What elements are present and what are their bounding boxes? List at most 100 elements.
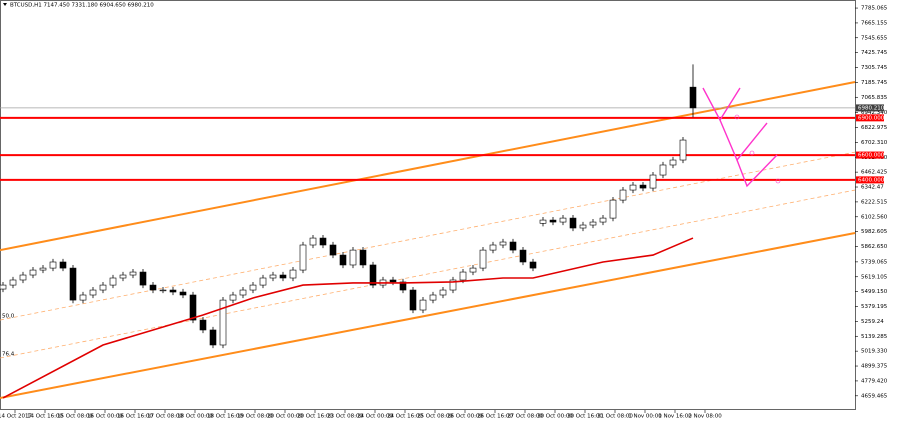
candle-body xyxy=(189,294,197,321)
candle-body xyxy=(349,249,357,266)
level-label: 6400.000 xyxy=(858,177,885,183)
candle-body xyxy=(429,294,437,301)
y-tick-label: 7665.155 xyxy=(861,20,888,26)
candle-body xyxy=(169,289,177,293)
x-tick-label: 25 Oct 08:00 xyxy=(417,414,453,420)
chart-header: BTCUSD,H1 7147.450 7331.180 6904.650 698… xyxy=(10,3,154,9)
candle-body xyxy=(579,224,587,229)
candle-body xyxy=(109,277,117,286)
candle-body xyxy=(549,219,557,223)
x-tick-label: 27 Oct 08:00 xyxy=(507,414,543,420)
candle-body xyxy=(249,284,257,291)
x-tick-label: 2 Nov 08:00 xyxy=(688,414,722,420)
candle-body xyxy=(289,269,297,279)
candle-body xyxy=(419,299,427,311)
candle-body xyxy=(509,241,517,251)
y-tick-label: 7065.835 xyxy=(861,95,888,101)
plot-frame xyxy=(0,0,856,410)
candle-body xyxy=(529,261,537,269)
level-label: 6900.000 xyxy=(858,115,885,121)
fibo-line xyxy=(0,151,856,321)
candle-body xyxy=(279,274,287,279)
moving-average xyxy=(2,237,694,399)
x-tick-label: 18 Oct 00:00 xyxy=(177,414,213,420)
candle-body xyxy=(139,271,147,286)
candle-body xyxy=(199,319,207,331)
y-tick-label: 5019.330 xyxy=(861,349,888,355)
y-tick-label: 6942.340 xyxy=(861,110,888,116)
y-tick-label: 7425.745 xyxy=(861,50,888,56)
x-tick-label: 30 Oct 16:00 xyxy=(567,414,603,420)
x-tick-label: 18 Oct 16:00 xyxy=(207,414,243,420)
candle-body xyxy=(69,267,77,301)
candle-body xyxy=(669,159,677,166)
y-tick-label: 4659.465 xyxy=(861,393,888,399)
candle-body xyxy=(129,271,137,276)
x-tick-label: 17 Oct 08:00 xyxy=(147,414,183,420)
candle-body xyxy=(609,199,617,219)
level-box xyxy=(856,114,884,122)
candle-body xyxy=(319,237,327,246)
x-tick-label: 1 Nov 16:00 xyxy=(658,414,692,420)
candle-body xyxy=(359,249,367,266)
x-tick-label: 26 Oct 16:00 xyxy=(477,414,513,420)
y-tick-label: 4779.420 xyxy=(861,378,888,384)
candle-body xyxy=(649,174,657,189)
level-box xyxy=(856,176,884,184)
x-tick-label: 1 Nov 00:00 xyxy=(628,414,662,420)
y-tick-label: 6822.975 xyxy=(861,125,888,131)
y-tick-label: 7305.745 xyxy=(861,65,888,71)
y-tick-label: 4899.375 xyxy=(861,364,888,370)
x-tick-label: 31 Oct 08:00 xyxy=(597,414,633,420)
y-tick-label: 6462.425 xyxy=(861,170,888,176)
candle-body xyxy=(629,184,637,191)
x-tick-label: 16 Oct 00:00 xyxy=(87,414,123,420)
candle-body xyxy=(239,289,247,296)
candle-body xyxy=(9,279,17,286)
candle-body xyxy=(219,299,227,346)
y-tick-label: 5379.195 xyxy=(861,304,888,310)
y-tick-label: 6342.47 xyxy=(861,185,884,191)
candle-body xyxy=(299,244,307,271)
candle-body xyxy=(569,217,577,229)
candle-body xyxy=(209,329,217,346)
y-tick-label: 6702.310 xyxy=(861,140,888,146)
candle-body xyxy=(0,284,7,290)
candle-body xyxy=(639,184,647,189)
y-tick-label: 7185.745 xyxy=(861,80,888,86)
candle-body xyxy=(469,267,477,273)
fibo-label: 50.0 xyxy=(2,314,15,320)
candle-body xyxy=(339,254,347,266)
x-tick-label: 24 Oct 16:00 xyxy=(387,414,423,420)
y-tick-label: 5499.150 xyxy=(861,289,888,295)
candle-body xyxy=(479,249,487,269)
x-tick-label: 24 Oct 00:00 xyxy=(357,414,393,420)
y-tick-label: 6102.560 xyxy=(861,214,888,220)
current-price-box xyxy=(856,104,884,112)
channel-line xyxy=(0,81,856,252)
candle-body xyxy=(89,289,97,296)
candle-body xyxy=(179,291,187,296)
candle-body xyxy=(269,274,277,279)
candle-body xyxy=(39,267,47,271)
candle-body xyxy=(59,261,67,269)
candle-body xyxy=(689,86,697,109)
candle-body xyxy=(159,289,167,292)
y-tick-label: 7545.655 xyxy=(861,35,888,41)
projection-marker xyxy=(734,114,740,120)
candle-body xyxy=(389,279,397,283)
candle-body xyxy=(539,219,547,224)
candle-body xyxy=(99,284,107,291)
candle-body xyxy=(369,264,377,286)
projection-line xyxy=(736,154,778,188)
y-tick-label: 5739.065 xyxy=(861,259,888,265)
menu-arrow[interactable] xyxy=(3,3,7,6)
y-tick-label: 5619.105 xyxy=(861,274,888,280)
candle-body xyxy=(619,189,627,201)
y-tick-label: 5982.605 xyxy=(861,229,888,235)
y-tick-label: 7785.065 xyxy=(861,6,888,12)
y-tick-label: 5139.285 xyxy=(861,334,888,340)
candle-body xyxy=(659,164,667,176)
x-tick-label: 20 Oct 16:00 xyxy=(297,414,333,420)
